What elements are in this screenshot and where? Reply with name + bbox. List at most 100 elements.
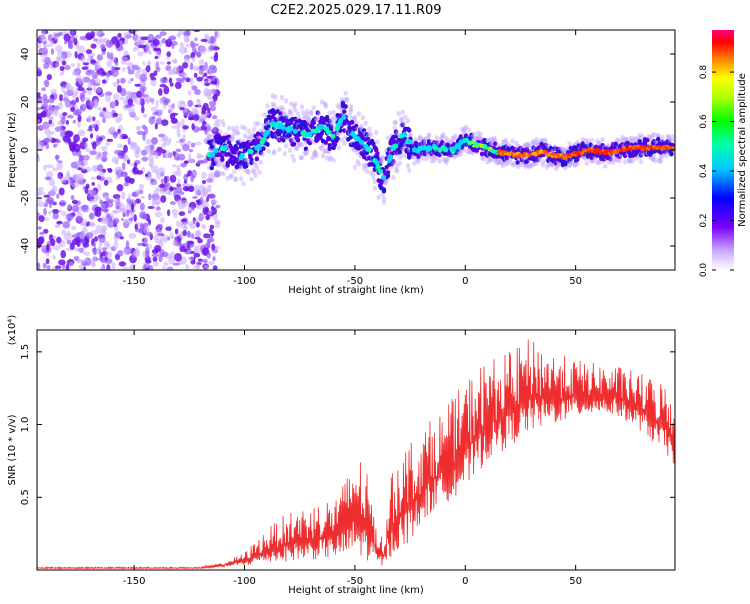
- heatmap-noise-cell: [163, 105, 167, 109]
- heatmap-noise-cell: [71, 225, 77, 231]
- heatmap-noise-cell: [77, 45, 86, 54]
- x-tick-label: 0: [462, 576, 468, 587]
- heatmap-peak-cell: [366, 146, 372, 152]
- heatmap-halo-cell: [515, 163, 520, 169]
- heatmap-band-cell: [524, 146, 530, 152]
- heatmap-band-cell: [387, 146, 392, 152]
- heatmap-band-cell: [362, 128, 367, 134]
- heatmap-noise-cell: [203, 87, 210, 97]
- heatmap-noise-cell: [166, 51, 171, 58]
- heatmap-noise-cell: [46, 244, 50, 252]
- heatmap-halo-cell: [536, 157, 542, 164]
- heatmap-noise-cell: [195, 263, 201, 270]
- heatmap-noise-cell: [136, 90, 143, 99]
- heatmap-noise-cell: [200, 224, 207, 230]
- heatmap-peak-cell: [330, 133, 336, 139]
- heatmap-halo-cell: [343, 90, 348, 96]
- heatmap-noise-cell: [125, 202, 132, 211]
- heatmap-peak-cell: [670, 146, 675, 150]
- heatmap-halo-cell: [432, 157, 437, 163]
- heatmap-noise-cell: [90, 69, 96, 76]
- heatmap-halo-cell: [331, 157, 336, 163]
- heatmap-halo-cell: [429, 158, 434, 164]
- heatmap-noise-cell: [201, 171, 207, 180]
- heatmap-halo-cell: [250, 168, 256, 174]
- y-tick-label: 40: [20, 48, 31, 61]
- heatmap-halo-cell: [230, 126, 236, 132]
- heatmap-band-cell: [289, 138, 294, 143]
- heatmap-noise-cell: [99, 267, 105, 270]
- heatmap-noise-cell: [65, 213, 74, 221]
- heatmap-noise-cell: [43, 207, 47, 216]
- heatmap-halo-cell: [297, 142, 302, 148]
- heatmap-band-cell: [256, 131, 261, 137]
- heatmap-noise-cell: [160, 178, 164, 185]
- heatmap-noise-cell: [114, 61, 119, 66]
- heatmap-noise-cell: [85, 49, 93, 54]
- heatmap-band-cell: [209, 144, 214, 150]
- heatmap-halo-cell: [242, 133, 248, 139]
- heatmap-band-cell: [371, 141, 376, 147]
- heatmap-band-cell: [637, 139, 642, 145]
- heatmap-noise-cell: [214, 119, 221, 123]
- heatmap-band-cell: [515, 160, 520, 165]
- heatmap-halo-cell: [362, 162, 367, 168]
- heatmap-peak-cell: [543, 150, 548, 154]
- heatmap-noise-cell: [93, 98, 99, 106]
- heatmap-noise-cell: [208, 100, 217, 107]
- heatmap-noise-cell: [195, 222, 200, 228]
- heatmap-halo-cell: [670, 138, 675, 145]
- heatmap-noise-cell: [143, 36, 149, 41]
- heatmap-band-cell: [397, 149, 403, 155]
- heatmap-noise-cell: [123, 144, 128, 153]
- heatmap-halo-cell: [232, 128, 237, 134]
- heatmap-halo-cell: [294, 146, 299, 152]
- heatmap-halo-cell: [426, 132, 432, 138]
- heatmap-halo-cell: [375, 139, 380, 145]
- heatmap-peak-cell: [239, 152, 245, 158]
- heatmap-noise-cell: [214, 170, 221, 178]
- heatmap-noise-cell: [47, 34, 53, 42]
- heatmap-halo-cell: [277, 146, 282, 153]
- heatmap-halo-cell: [362, 166, 367, 172]
- heatmap-halo-cell: [540, 162, 546, 168]
- heatmap-halo-cell: [445, 138, 450, 144]
- heatmap-band-cell: [236, 140, 241, 145]
- heatmap-halo-cell: [221, 171, 226, 177]
- heatmap-noise-cell: [78, 264, 85, 270]
- heatmap-halo-cell: [383, 180, 388, 186]
- heatmap-noise-cell: [144, 126, 149, 135]
- heatmap-noise-cell: [200, 38, 208, 43]
- heatmap-noise-cell: [206, 196, 210, 203]
- heatmap-noise-cell: [148, 218, 151, 226]
- heatmap-halo-cell: [420, 155, 425, 161]
- heatmap-noise-cell: [186, 109, 190, 115]
- heatmap-halo-cell: [336, 145, 342, 151]
- heatmap-halo-cell: [622, 136, 628, 142]
- heatmap-halo-cell: [242, 167, 248, 173]
- heatmap-noise-cell: [168, 107, 174, 115]
- heatmap-noise-cell: [126, 209, 130, 217]
- heatmap-noise-cell: [151, 253, 160, 258]
- heatmap-noise-cell: [69, 233, 73, 240]
- heatmap-noise-cell: [215, 204, 221, 209]
- heatmap-noise-cell: [191, 123, 195, 131]
- heatmap-band-cell: [407, 127, 412, 133]
- heatmap-noise-cell: [111, 156, 119, 164]
- heatmap-halo-cell: [278, 107, 283, 113]
- heatmap-halo-cell: [518, 161, 523, 167]
- heatmap-noise-cell: [187, 207, 193, 211]
- heatmap-noise-cell: [209, 105, 216, 112]
- heatmap-noise-cell: [182, 62, 189, 69]
- heatmap-noise-cell: [82, 62, 89, 66]
- heatmap-band-cell: [209, 165, 214, 171]
- heatmap-noise-cell: [185, 30, 191, 37]
- heatmap-peak-cell: [280, 125, 286, 131]
- heatmap-halo-cell: [306, 116, 311, 122]
- heatmap-noise-cell: [71, 71, 80, 76]
- heatmap-noise-cell: [215, 222, 220, 229]
- heatmap-halo-cell: [372, 185, 377, 191]
- heatmap-halo-cell: [629, 135, 634, 141]
- heatmap-halo-cell: [380, 154, 385, 160]
- heatmap-band-cell: [212, 159, 217, 165]
